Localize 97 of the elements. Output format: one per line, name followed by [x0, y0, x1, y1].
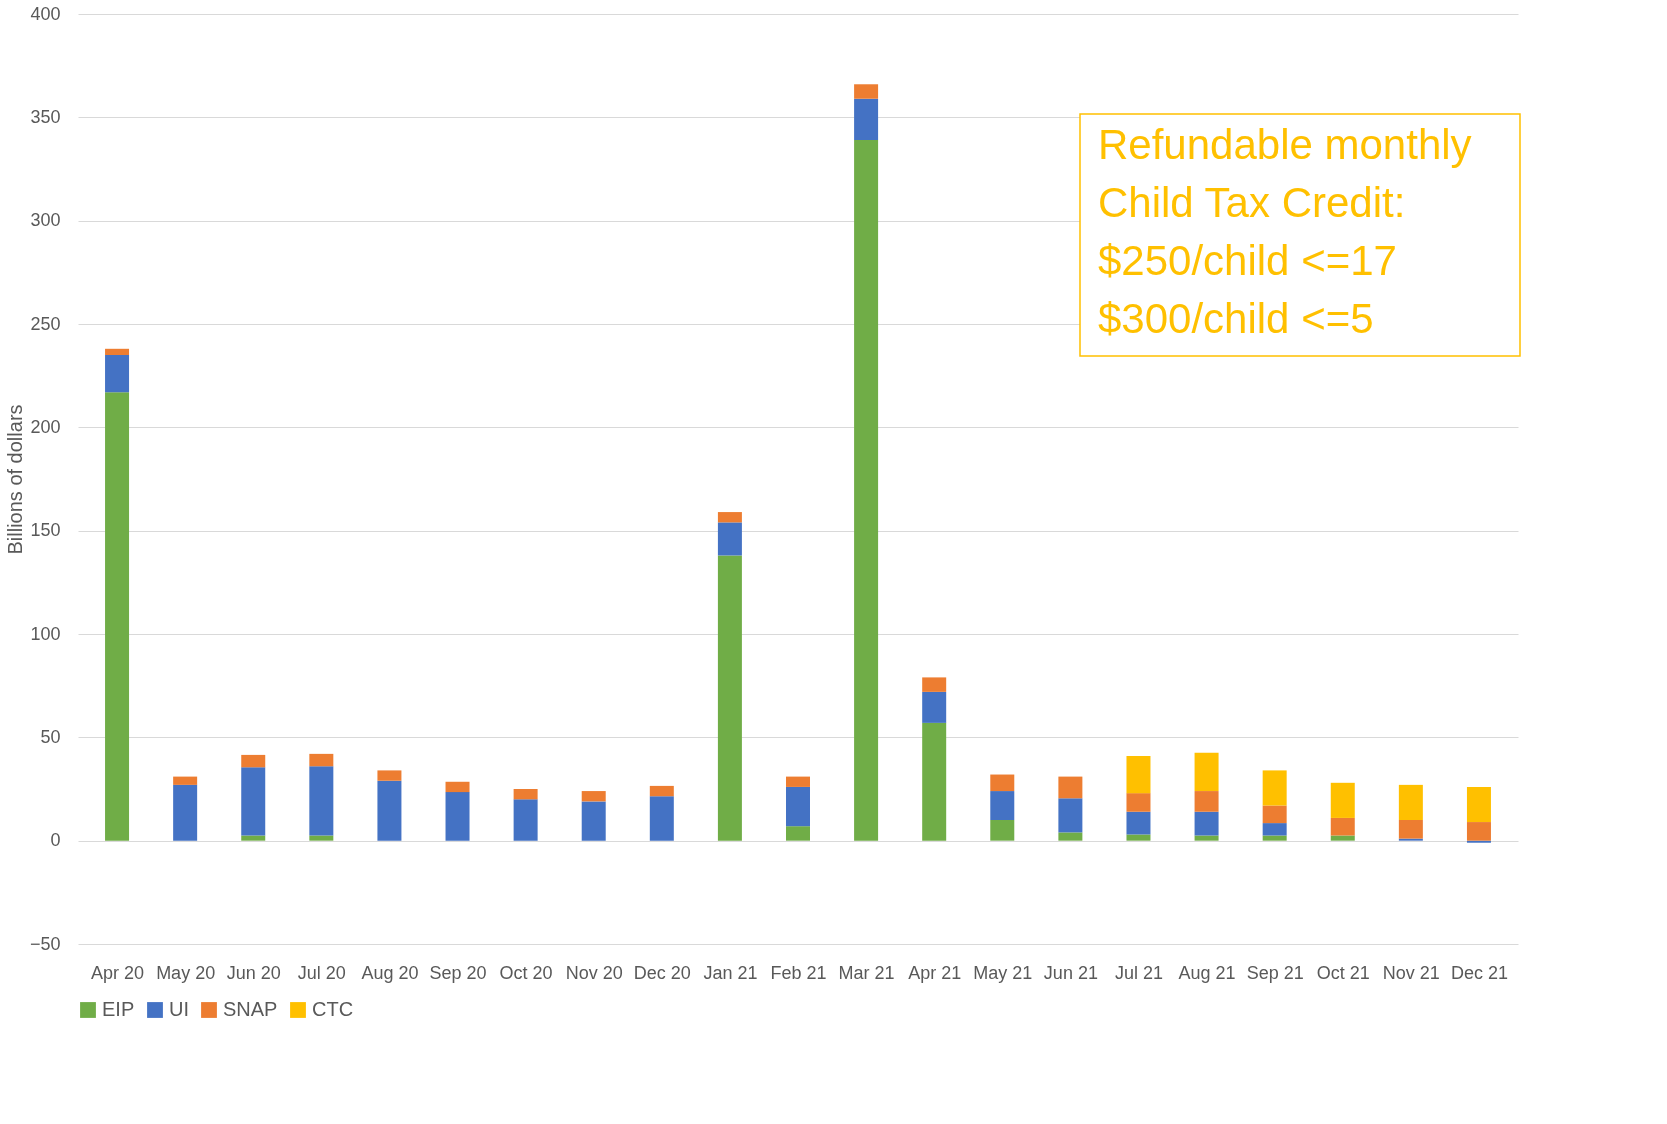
x-tick-label: Jul 20 [297, 962, 346, 983]
bar [105, 392, 130, 841]
bar [1058, 776, 1083, 799]
y-tick-label: 200 [30, 416, 61, 437]
y-tick-label: 0 [50, 830, 61, 851]
bar [1194, 811, 1219, 836]
x-tick-label: Sep 20 [429, 962, 487, 983]
bar [1262, 835, 1287, 841]
x-tick-label: Aug 21 [1178, 962, 1236, 983]
bar [1262, 770, 1287, 806]
bar [786, 776, 810, 787]
bar [241, 767, 266, 836]
bar [1058, 798, 1083, 833]
bar [786, 786, 810, 827]
bar [173, 784, 198, 841]
bar [1262, 823, 1287, 836]
y-tick-label: −50 [29, 933, 61, 954]
legend-label: CTC [312, 998, 354, 1020]
bar [990, 820, 1015, 841]
bar [854, 84, 879, 99]
bar [922, 722, 947, 841]
bar [1194, 835, 1219, 841]
bar [309, 835, 334, 841]
x-tick-label: Oct 21 [1316, 962, 1370, 983]
bar [513, 799, 538, 841]
x-tick-label: May 20 [156, 962, 216, 983]
bar [105, 355, 130, 393]
legend-label: EIP [102, 998, 135, 1020]
bar [1398, 838, 1423, 841]
bar [922, 677, 947, 692]
x-tick-label: Nov 20 [565, 962, 623, 983]
y-tick-label: 150 [30, 520, 61, 541]
x-tick-label: Dec 21 [1450, 962, 1508, 983]
bar [377, 770, 402, 781]
bar [1126, 811, 1151, 835]
x-tick-label: Nov 21 [1382, 962, 1440, 983]
x-tick-label: Jun 20 [226, 962, 281, 983]
y-tick-label: 300 [30, 210, 61, 231]
x-tick-label: Jan 21 [703, 962, 758, 983]
bar [854, 140, 879, 841]
bar [1398, 784, 1423, 820]
bar [581, 801, 606, 841]
bar [649, 785, 674, 797]
bar [1262, 805, 1287, 824]
bar [1194, 791, 1219, 812]
bar [1126, 755, 1151, 794]
legend-label: UI [169, 998, 189, 1020]
y-tick-label: 250 [30, 313, 61, 334]
bar [1330, 835, 1355, 841]
bar [105, 348, 130, 355]
bar [717, 522, 742, 556]
bar [1398, 820, 1423, 839]
bar [1126, 834, 1151, 841]
x-tick-label: Jun 21 [1043, 962, 1098, 983]
y-tick-label: 50 [40, 726, 61, 747]
bar [377, 780, 402, 841]
x-tick-label: Dec 20 [633, 962, 691, 983]
y-axis-title: Billions of dollars [3, 404, 26, 555]
bar [649, 796, 674, 841]
bar [173, 776, 198, 785]
bar [990, 791, 1015, 820]
bar [445, 792, 470, 841]
y-tick-label: 100 [30, 623, 61, 644]
bar [1126, 793, 1151, 812]
bar [717, 555, 742, 841]
bar [513, 789, 538, 800]
x-tick-label: Apr 20 [91, 962, 145, 983]
bar [445, 781, 470, 793]
bar [241, 835, 266, 841]
bar [1330, 817, 1355, 836]
x-tick-label: Sep 21 [1246, 962, 1304, 983]
bar [717, 512, 742, 523]
bar [1466, 822, 1491, 841]
x-tick-label: Apr 21 [908, 962, 962, 983]
x-tick-label: May 21 [973, 962, 1033, 983]
annotation: Refundable monthly Child Tax Credit: $250/child <=17 $300/child <=5 [1098, 121, 1472, 342]
x-tick-label: Mar 21 [838, 962, 895, 983]
bar [309, 766, 334, 836]
bar [241, 754, 266, 768]
bar [309, 753, 334, 767]
bar [581, 791, 606, 802]
y-tick-label: 350 [30, 106, 61, 127]
bar [1330, 782, 1355, 818]
bar [1058, 832, 1083, 841]
y-tick-label: 400 [30, 3, 61, 24]
x-tick-label: Oct 20 [499, 962, 553, 983]
bar [786, 826, 810, 841]
x-tick-label: Aug 20 [361, 962, 419, 983]
bar [922, 691, 947, 723]
legend-label: SNAP [223, 998, 278, 1020]
x-tick-label: Feb 21 [770, 962, 827, 983]
bar [1194, 752, 1219, 792]
bar [854, 98, 879, 141]
bar [1466, 840, 1491, 843]
x-tick-label: Jul 21 [1114, 962, 1163, 983]
bar [1466, 786, 1491, 823]
bar [990, 774, 1015, 792]
